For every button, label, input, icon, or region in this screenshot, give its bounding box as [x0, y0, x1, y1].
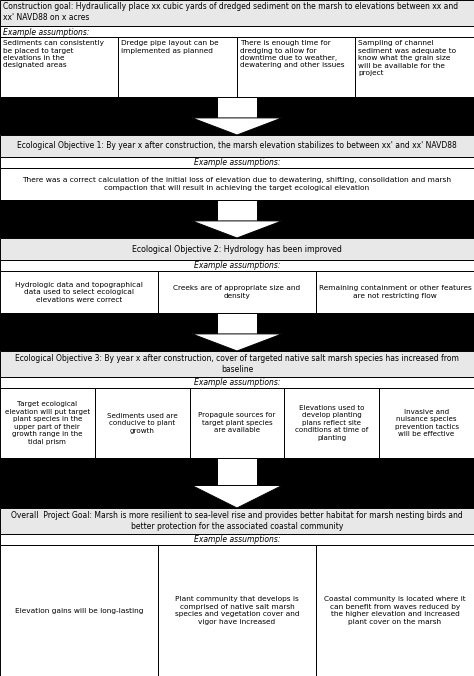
- Text: Plant community that develops is
comprised of native salt marsh
species and vege: Plant community that develops is compris…: [175, 596, 299, 625]
- Bar: [284, 388, 379, 458]
- Bar: [118, 37, 237, 97]
- Text: Example assumptions:: Example assumptions:: [194, 535, 280, 544]
- Text: Construction goal: Hydraulically place xx cubic yards of dredged sediment on the: Construction goal: Hydraulically place x…: [3, 2, 458, 22]
- Text: Ecological Objective 1: By year x after construction, the marsh elevation stabil: Ecological Objective 1: By year x after …: [17, 141, 457, 151]
- Bar: [0, 135, 474, 157]
- Bar: [0, 200, 474, 238]
- Text: Sampling of channel
sediment was adequate to
know what the grain size
will be av: Sampling of channel sediment was adequat…: [358, 40, 456, 76]
- Text: Sediments used are
conducive to plant
growth: Sediments used are conducive to plant gr…: [107, 412, 178, 433]
- Bar: [356, 37, 474, 97]
- Text: Elevation gains will be long-lasting: Elevation gains will be long-lasting: [15, 608, 143, 614]
- Text: Sediments can consistently
be placed to target
elevations in the
designated area: Sediments can consistently be placed to …: [3, 40, 104, 68]
- Text: Creeks are of appropriate size and
density: Creeks are of appropriate size and densi…: [173, 285, 301, 299]
- Text: Example assumptions:: Example assumptions:: [194, 158, 280, 167]
- Bar: [0, 458, 474, 508]
- Bar: [217, 458, 257, 485]
- Polygon shape: [192, 485, 282, 508]
- Bar: [0, 26, 474, 37]
- Bar: [0, 0, 474, 26]
- Bar: [0, 351, 474, 377]
- Polygon shape: [192, 118, 282, 135]
- Bar: [95, 388, 190, 458]
- Bar: [0, 238, 474, 260]
- Text: Hydrologic data and topographical
data used to select ecological
elevations were: Hydrologic data and topographical data u…: [15, 281, 143, 302]
- Bar: [190, 388, 284, 458]
- Text: Remaining containment or other features
are not restricting flow: Remaining containment or other features …: [319, 285, 471, 299]
- Text: Invasive and
nuisance species
prevention tactics
will be effective: Invasive and nuisance species prevention…: [394, 409, 459, 437]
- Text: There is enough time for
dredging to allow for
downtime due to weather,
dewateri: There is enough time for dredging to all…: [240, 40, 345, 68]
- Text: Coastal community is located where it
can benefit from waves reduced by
the high: Coastal community is located where it ca…: [324, 596, 466, 625]
- Bar: [217, 313, 257, 334]
- Bar: [379, 388, 474, 458]
- Bar: [316, 545, 474, 676]
- Text: Propagule sources for
target plant species
are available: Propagule sources for target plant speci…: [198, 412, 276, 433]
- Bar: [0, 271, 158, 313]
- Bar: [0, 508, 474, 534]
- Text: Elevations used to
develop planting
plans reflect site
conditions at time of
pla: Elevations used to develop planting plan…: [295, 405, 368, 441]
- Text: Ecological Objective 2: Hydrology has been improved: Ecological Objective 2: Hydrology has be…: [132, 245, 342, 254]
- Bar: [0, 37, 118, 97]
- Text: Example assumptions:: Example assumptions:: [194, 378, 280, 387]
- Bar: [0, 260, 474, 271]
- Bar: [0, 168, 474, 200]
- Bar: [158, 271, 316, 313]
- Polygon shape: [192, 334, 282, 351]
- Text: Example assumptions:: Example assumptions:: [3, 28, 90, 37]
- Bar: [0, 313, 474, 351]
- Text: There was a correct calculation of the initial loss of elevation due to dewateri: There was a correct calculation of the i…: [22, 177, 452, 191]
- Bar: [0, 545, 158, 676]
- Bar: [0, 388, 95, 458]
- Bar: [217, 97, 257, 118]
- Text: Ecological Objective 3: By year x after construction, cover of targeted native s: Ecological Objective 3: By year x after …: [15, 354, 459, 374]
- Bar: [158, 545, 316, 676]
- Bar: [316, 271, 474, 313]
- Text: Dredge pipe layout can be
implemented as planned: Dredge pipe layout can be implemented as…: [121, 40, 219, 53]
- Polygon shape: [192, 221, 282, 238]
- Bar: [217, 200, 257, 221]
- Text: Overall  Project Goal: Marsh is more resilient to sea-level rise and provides be: Overall Project Goal: Marsh is more resi…: [11, 511, 463, 531]
- Bar: [0, 97, 474, 135]
- Bar: [0, 377, 474, 388]
- Text: Target ecological
elevation will put target
plant species in the
upper part of t: Target ecological elevation will put tar…: [5, 402, 90, 445]
- Text: Example assumptions:: Example assumptions:: [194, 261, 280, 270]
- Bar: [0, 534, 474, 545]
- Bar: [237, 37, 356, 97]
- Bar: [0, 157, 474, 168]
